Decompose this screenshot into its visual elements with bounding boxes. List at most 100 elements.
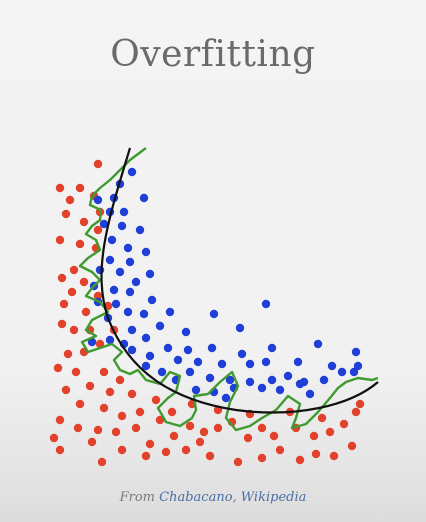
class-a-point xyxy=(257,423,267,433)
class-b-point xyxy=(125,257,135,267)
class-b-point xyxy=(157,367,167,377)
class-b-point xyxy=(117,221,127,231)
class-b-point xyxy=(141,247,151,257)
class-b-point xyxy=(267,343,277,353)
class-a-point xyxy=(93,159,103,169)
class-a-point xyxy=(243,433,253,443)
class-a-point xyxy=(185,421,195,431)
class-b-point xyxy=(163,343,173,353)
class-a-point xyxy=(325,427,335,437)
class-a-point xyxy=(295,455,305,465)
class-b-point xyxy=(191,385,201,395)
class-a-point xyxy=(269,431,279,441)
class-b-point xyxy=(107,235,117,245)
class-b-point xyxy=(305,389,315,399)
class-a-point xyxy=(55,415,65,425)
class-a-point xyxy=(93,425,103,435)
class-a-point xyxy=(131,423,141,433)
class-b-point xyxy=(93,195,103,205)
class-a-point xyxy=(79,277,89,287)
class-a-point xyxy=(105,387,115,397)
class-a-point xyxy=(93,225,103,235)
class-a-point xyxy=(117,445,127,455)
class-a-point xyxy=(55,445,65,455)
class-a-point xyxy=(205,451,215,461)
class-a-point xyxy=(55,183,65,193)
class-b-point xyxy=(181,327,191,337)
class-a-point xyxy=(69,265,79,275)
class-b-point xyxy=(245,359,255,369)
class-b-point xyxy=(261,299,271,309)
class-a-point xyxy=(49,433,59,443)
class-a-point xyxy=(275,445,285,455)
class-a-point xyxy=(141,451,151,461)
class-b-point xyxy=(127,325,137,335)
class-b-point xyxy=(139,309,149,319)
class-b-point xyxy=(111,299,121,309)
credit-prefix: From xyxy=(119,490,160,505)
class-b-point xyxy=(257,383,267,393)
class-b-point xyxy=(173,355,183,365)
class-a-point xyxy=(99,403,109,413)
class-b-point xyxy=(327,361,337,371)
class-a-point xyxy=(57,319,67,329)
class-b-point xyxy=(267,375,277,385)
class-a-point xyxy=(115,375,125,385)
class-a-point xyxy=(317,413,327,423)
class-a-point xyxy=(73,423,83,433)
class-b-point xyxy=(337,367,347,377)
class-b-point xyxy=(207,343,217,353)
class-a-point xyxy=(53,363,63,373)
class-a-point xyxy=(169,431,179,441)
class-b-point xyxy=(147,295,157,305)
credit-author-link[interactable]: Chabacano xyxy=(159,490,233,505)
class-a-point xyxy=(81,307,91,317)
class-b-point xyxy=(145,269,155,279)
class-b-point xyxy=(217,359,227,369)
class-a-point xyxy=(61,209,71,219)
class-a-point xyxy=(161,447,171,457)
class-a-point xyxy=(151,395,161,405)
class-a-point xyxy=(75,399,85,409)
class-a-point xyxy=(85,381,95,391)
class-b-point xyxy=(109,285,119,295)
class-b-point xyxy=(131,277,141,287)
class-a-point xyxy=(57,273,67,283)
class-b-point xyxy=(123,307,133,317)
class-a-point xyxy=(71,367,81,377)
class-b-point xyxy=(313,339,323,349)
class-b-point xyxy=(183,345,193,355)
class-a-point xyxy=(135,407,145,417)
class-a-point xyxy=(117,411,127,421)
class-a-point xyxy=(309,431,319,441)
class-b-point xyxy=(319,375,329,385)
class-a-point xyxy=(111,427,121,437)
class-a-point xyxy=(311,449,321,459)
class-a-point xyxy=(181,445,191,455)
class-a-point xyxy=(75,183,85,193)
class-b-point xyxy=(123,243,133,253)
class-b-point xyxy=(261,357,271,367)
class-b-point xyxy=(125,287,135,297)
class-b-point xyxy=(141,361,151,371)
class-a-point xyxy=(93,291,103,301)
class-b-point xyxy=(237,349,247,359)
class-b-point xyxy=(209,309,219,319)
class-a-point xyxy=(61,385,71,395)
class-b-point xyxy=(351,347,361,357)
class-a-point xyxy=(65,195,75,205)
slide-title: Overfitting xyxy=(110,34,316,75)
class-b-point xyxy=(145,351,155,361)
class-b-point xyxy=(127,167,137,177)
class-b-point xyxy=(293,357,303,367)
image-credit: From Chabacano, Wikipedia xyxy=(0,490,426,505)
class-b-point xyxy=(115,267,125,277)
credit-separator: , xyxy=(232,490,241,505)
class-a-point xyxy=(213,423,223,433)
class-b-point xyxy=(165,307,175,317)
class-a-point xyxy=(195,437,205,447)
class-b-point xyxy=(135,225,145,235)
class-b-point xyxy=(139,193,149,203)
credit-source-link[interactable]: Wikipedia xyxy=(240,490,307,505)
